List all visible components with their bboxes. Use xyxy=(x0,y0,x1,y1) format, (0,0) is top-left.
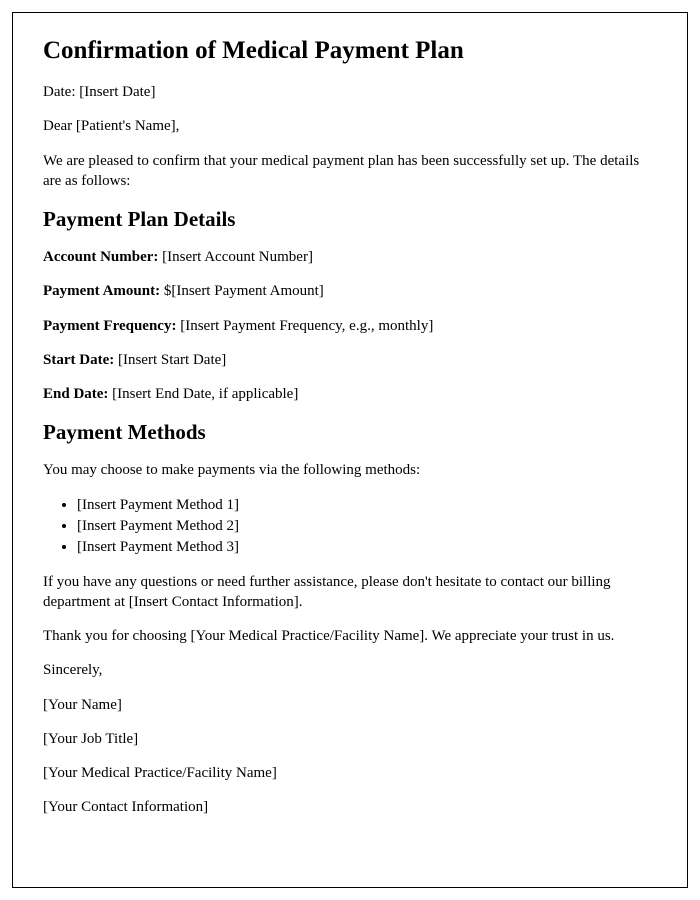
document-page: Confirmation of Medical Payment Plan Dat… xyxy=(12,12,688,888)
signature-contact: [Your Contact Information] xyxy=(43,797,657,817)
page-title: Confirmation of Medical Payment Plan xyxy=(43,37,657,65)
field-end: End Date: [Insert End Date, if applicabl… xyxy=(43,384,657,404)
field-amount: Payment Amount: $[Insert Payment Amount] xyxy=(43,281,657,301)
start-label: Start Date: xyxy=(43,352,118,368)
start-value: [Insert Start Date] xyxy=(118,352,226,368)
signature-facility: [Your Medical Practice/Facility Name] xyxy=(43,763,657,783)
field-frequency: Payment Frequency: [Insert Payment Frequ… xyxy=(43,316,657,336)
signature-title: [Your Job Title] xyxy=(43,729,657,749)
account-value: [Insert Account Number] xyxy=(162,249,313,265)
date-value: [Insert Date] xyxy=(79,84,155,100)
account-label: Account Number: xyxy=(43,249,162,265)
frequency-label: Payment Frequency: xyxy=(43,318,180,334)
list-item: [Insert Payment Method 2] xyxy=(77,516,657,537)
amount-value: $[Insert Payment Amount] xyxy=(164,283,324,299)
questions-paragraph: If you have any questions or need furthe… xyxy=(43,572,657,613)
details-heading: Payment Plan Details xyxy=(43,207,657,232)
end-label: End Date: xyxy=(43,386,112,402)
date-label: Date: xyxy=(43,84,79,100)
amount-label: Payment Amount: xyxy=(43,283,164,299)
thanks-paragraph: Thank you for choosing [Your Medical Pra… xyxy=(43,626,657,646)
field-account: Account Number: [Insert Account Number] xyxy=(43,247,657,267)
list-item: [Insert Payment Method 3] xyxy=(77,537,657,558)
end-value: [Insert End Date, if applicable] xyxy=(112,386,298,402)
closing: Sincerely, xyxy=(43,660,657,680)
list-item: [Insert Payment Method 1] xyxy=(77,495,657,516)
salutation: Dear [Patient's Name], xyxy=(43,116,657,136)
methods-heading: Payment Methods xyxy=(43,420,657,445)
intro-paragraph: We are pleased to confirm that your medi… xyxy=(43,151,657,192)
field-start: Start Date: [Insert Start Date] xyxy=(43,350,657,370)
methods-list: [Insert Payment Method 1] [Insert Paymen… xyxy=(77,495,657,558)
signature-name: [Your Name] xyxy=(43,695,657,715)
date-line: Date: [Insert Date] xyxy=(43,82,657,102)
signature-block: Sincerely, [Your Name] [Your Job Title] … xyxy=(43,660,657,817)
methods-intro: You may choose to make payments via the … xyxy=(43,460,657,480)
frequency-value: [Insert Payment Frequency, e.g., monthly… xyxy=(180,318,433,334)
